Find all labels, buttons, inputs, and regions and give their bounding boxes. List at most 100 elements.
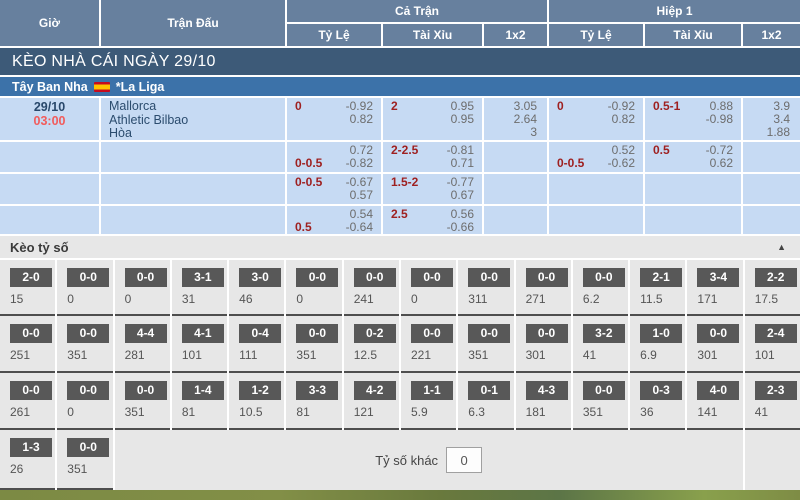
handicap-line: 0: [295, 99, 302, 114]
score-odds-cell[interactable]: 0-0 301: [515, 316, 571, 374]
score-odds-cell[interactable]: 2-0 15: [0, 260, 56, 317]
league-name: *La Liga: [115, 79, 165, 94]
handicap-line: 0: [557, 99, 564, 114]
score-box: 3-0: [239, 268, 282, 288]
odds-cell-h1-overunder[interactable]: [645, 206, 741, 235]
score-odds-cell[interactable]: 0-3 36: [630, 373, 686, 431]
score-odds-cell[interactable]: 0-4 111: [229, 316, 285, 374]
score-odds-cell[interactable]: 0-0 351: [114, 373, 170, 431]
score-odds-value: 0: [124, 292, 132, 307]
score-odds-cell[interactable]: 3-2 41: [572, 316, 629, 374]
score-odds-cell[interactable]: 2-2 17.5: [744, 260, 800, 317]
odds-cell-h1-1x2[interactable]: [743, 174, 800, 205]
home-team: Mallorca: [109, 99, 157, 114]
score-odds-cell[interactable]: 0-0 0: [286, 260, 342, 317]
score-odds-cell[interactable]: 2-1 11.5: [630, 260, 686, 317]
score-odds-cell[interactable]: 0-0 271: [515, 260, 571, 317]
odds-cell-ft-1x2[interactable]: [484, 206, 547, 235]
match-teams-cell: [101, 206, 285, 235]
collapse-arrow-icon[interactable]: ▲: [777, 242, 786, 253]
odds-value: 0.67: [450, 188, 474, 203]
score-odds-cell[interactable]: 0-0 351: [57, 316, 113, 374]
odds-cell-ft-handicap[interactable]: 0.72 0-0.5 -0.82: [287, 142, 381, 173]
score-odds-cell[interactable]: 3-4 171: [687, 260, 743, 317]
score-box: 0-0: [525, 268, 568, 288]
odds-cell-h1-overunder[interactable]: 0.5 -0.72 0.62: [645, 142, 741, 173]
score-box: 2-3: [754, 381, 797, 401]
odds-cell-h1-overunder[interactable]: 0.5-1 0.88 -0.98: [645, 98, 741, 141]
score-odds-cell[interactable]: 0-0 0: [114, 260, 170, 317]
odds-cell-h1-1x2[interactable]: [743, 142, 800, 173]
odds-cell-h1-handicap[interactable]: 0 -0.92 0.82: [549, 98, 643, 141]
score-odds-cell[interactable]: 0-0 261: [0, 373, 56, 431]
other-score-input[interactable]: [446, 447, 483, 474]
odds-cell-ft-handicap[interactable]: 0 -0.92 0.82: [287, 98, 381, 141]
score-odds-cell[interactable]: 4-0 141: [687, 373, 743, 431]
odds-cell-ft-overunder[interactable]: 2.5 0.56 -0.66: [383, 206, 482, 235]
odds-cell-ft-1x2[interactable]: 3.05 2.64 3: [484, 98, 547, 141]
score-odds-cell[interactable]: 1-3 26: [0, 430, 56, 491]
odds-cell-ft-1x2[interactable]: [484, 142, 547, 173]
odds-value: 0.71: [450, 156, 474, 171]
score-odds-value: 26: [10, 462, 24, 477]
odds-cell-h1-handicap[interactable]: 0.52 0-0.5 -0.62: [549, 142, 643, 173]
score-odds-cell[interactable]: 1-1 5.9: [400, 373, 457, 431]
score-odds-cell[interactable]: 0-0 0: [400, 260, 457, 317]
odds-cell-ft-overunder[interactable]: 2 0.95 0.95: [383, 98, 482, 141]
score-odds-cell[interactable]: 1-2 10.5: [229, 373, 285, 431]
score-box: 0-0: [468, 324, 511, 344]
score-odds-cell[interactable]: 0-2 12.5: [343, 316, 399, 374]
odds-cell-ft-overunder[interactable]: 2-2.5 -0.81 0.71: [383, 142, 482, 173]
odds-cell-ft-overunder[interactable]: 1.5-2 -0.77 0.67: [383, 174, 482, 205]
score-odds-cell[interactable]: 4-1 101: [171, 316, 228, 374]
match-teams-cell: [101, 174, 285, 205]
score-odds-cell[interactable]: 3-1 31: [171, 260, 228, 317]
score-odds-value: 301: [697, 348, 718, 363]
score-box: 0-0: [10, 381, 52, 401]
score-odds-cell[interactable]: 3-0 46: [229, 260, 285, 317]
score-odds-cell[interactable]: 0-0 311: [458, 260, 514, 317]
score-odds-cell[interactable]: 2-4 101: [744, 316, 800, 374]
score-box: 1-2: [239, 381, 282, 401]
odds-cell-h1-handicap[interactable]: [549, 174, 643, 205]
score-odds-cell[interactable]: 0-0 241: [343, 260, 399, 317]
score-odds-cell[interactable]: 0-0 6.2: [572, 260, 629, 317]
score-odds-value: 5.9: [410, 405, 428, 420]
handicap-line: 2-2.5: [391, 143, 419, 158]
odds-cell-ft-handicap[interactable]: 0-0.5 -0.67 0.57: [287, 174, 381, 205]
score-odds-cell[interactable]: 0-0 0: [57, 373, 113, 431]
score-odds-cell[interactable]: 0-0 301: [687, 316, 743, 374]
score-odds-value: 281: [124, 348, 145, 363]
score-odds-cell[interactable]: 0-0 0: [57, 260, 113, 317]
score-box: 0-0: [468, 268, 511, 288]
score-box: 2-1: [640, 268, 683, 288]
odds-cell-ft-handicap[interactable]: 0.54 0.5 -0.64: [287, 206, 381, 235]
score-odds-cell[interactable]: 0-0 351: [458, 316, 514, 374]
score-odds-cell[interactable]: 4-2 121: [343, 373, 399, 431]
score-odds-cell[interactable]: 0-0 221: [400, 316, 457, 374]
score-odds-cell[interactable]: 0-0 351: [57, 430, 113, 491]
score-odds-cell[interactable]: 0-0 351: [572, 373, 629, 431]
league-country: Tây Ban Nha: [12, 79, 88, 94]
score-odds-value: 6.2: [582, 292, 600, 307]
score-odds-cell[interactable]: 0-1 6.3: [458, 373, 514, 431]
score-odds-value: 17.5: [754, 292, 779, 307]
score-odds-cell[interactable]: 4-4 281: [114, 316, 170, 374]
odds-cell-ft-1x2[interactable]: [484, 174, 547, 205]
score-odds-cell[interactable]: 4-3 181: [515, 373, 571, 431]
score-odds-cell[interactable]: 2-3 41: [744, 373, 800, 431]
odds-cell-h1-overunder[interactable]: [645, 174, 741, 205]
score-panel-title: Kèo tỷ số: [10, 239, 69, 255]
odds-cell-h1-1x2[interactable]: [743, 206, 800, 235]
odds-cell-h1-handicap[interactable]: [549, 206, 643, 235]
score-odds-value: 81: [296, 405, 310, 420]
score-odds-cell[interactable]: 1-0 6.9: [630, 316, 686, 374]
score-odds-cell[interactable]: 3-3 81: [286, 373, 342, 431]
score-odds-cell[interactable]: 0-0 351: [286, 316, 342, 374]
score-odds-cell[interactable]: 0-0 251: [0, 316, 56, 374]
odds-cell-h1-1x2[interactable]: 3.9 3.4 1.88: [743, 98, 800, 141]
score-odds-value: 301: [525, 348, 546, 363]
score-odds-cell[interactable]: 1-4 81: [171, 373, 228, 431]
score-panel-header: Kèo tỷ số ▲: [0, 236, 800, 261]
odds-value: -0.82: [345, 156, 373, 171]
